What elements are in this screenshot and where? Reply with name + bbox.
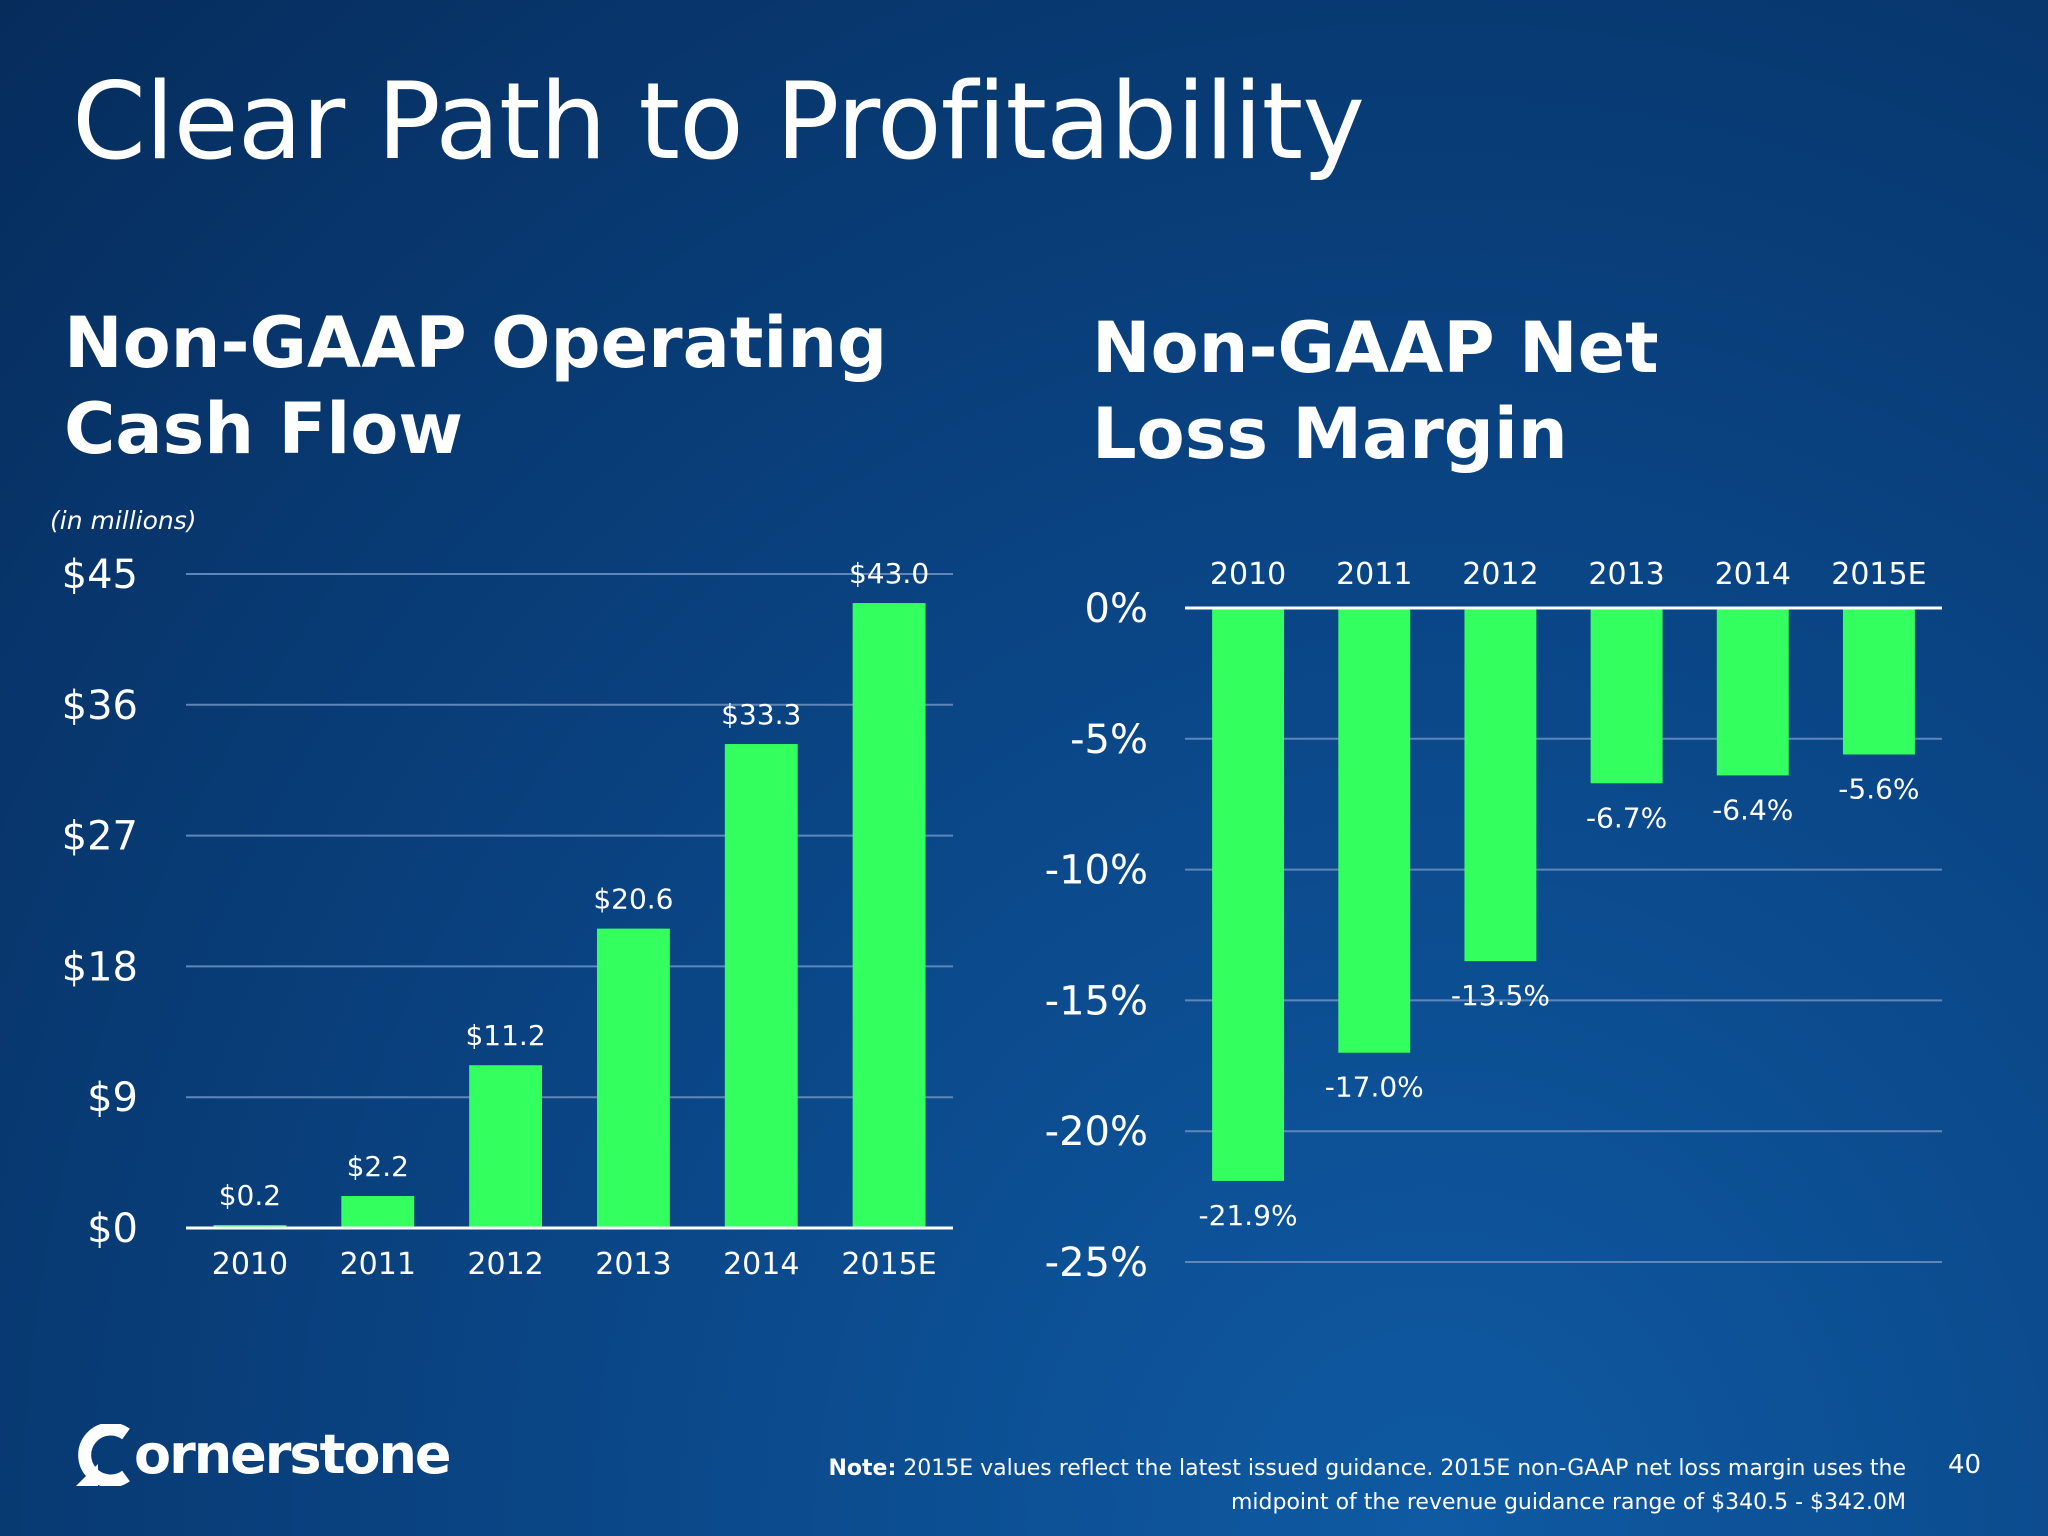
net-loss-margin-bar-chart: 0% -5% -10% -15% -20% -25% -21.9% 2010 -17.0% 201…: [1045, 557, 1942, 1286]
cash-flow-bar: [341, 1196, 415, 1228]
net-loss-chart-title: Non-GAAP Net Loss Margin: [1092, 305, 1659, 477]
net-loss-data-label: -21.9%: [1199, 1199, 1298, 1232]
net-loss-x-tick-label: 2012: [1462, 557, 1538, 592]
net-loss-y-tick-label: -20%: [1045, 1109, 1148, 1155]
cash-flow-y-tick-label: $0: [87, 1206, 138, 1252]
cash-flow-data-label: $11.2: [465, 1019, 545, 1052]
net-loss-bar: [1590, 608, 1663, 784]
cash-flow-data-label: $0.2: [219, 1179, 281, 1212]
net-loss-x-tick-label: 2014: [1715, 557, 1791, 592]
cash-flow-x-tick-label: 2015E: [841, 1247, 936, 1282]
cornerstone-logo-text: ornerstone: [134, 1423, 452, 1486]
cash-flow-title-line-2: Cash Flow: [64, 388, 464, 470]
net-loss-data-label: -6.4%: [1712, 793, 1793, 826]
cash-flow-data-label: $2.2: [347, 1150, 409, 1183]
cash-flow-x-tick-label: 2011: [340, 1247, 416, 1282]
units-note: (in millions): [50, 506, 197, 535]
page-number: 40: [1948, 1450, 1982, 1480]
cash-flow-data-label: $33.3: [721, 698, 801, 731]
cash-flow-y-tick-label: $18: [62, 944, 138, 990]
cash-flow-x-tick-label: 2014: [723, 1247, 799, 1282]
net-loss-y-tick-label: -5%: [1070, 717, 1148, 763]
cash-flow-x-tick-label: 2012: [467, 1247, 543, 1282]
net-loss-bar: [1464, 608, 1537, 962]
cash-flow-data-label: $43.0: [849, 557, 929, 590]
cash-flow-x-tick-label: 2010: [212, 1247, 288, 1282]
net-loss-bar: [1338, 608, 1411, 1053]
footnote-line-2: midpoint of the revenue guidance range o…: [1230, 1490, 1906, 1515]
net-loss-bar: [1212, 608, 1285, 1181]
cash-flow-x-tick-label: 2013: [595, 1247, 671, 1282]
net-loss-bar: [1716, 608, 1789, 776]
cash-flow-y-tick-label: $27: [62, 814, 138, 860]
cash-flow-bar: [596, 928, 670, 1228]
net-loss-x-tick-label: 2013: [1588, 557, 1664, 592]
footnote: Note: 2015E values reflect the latest is…: [706, 1452, 1907, 1520]
net-loss-x-tick-label: 2010: [1210, 557, 1286, 592]
footnote-label: Note:: [828, 1456, 897, 1481]
cash-flow-bar: [469, 1065, 543, 1228]
cash-flow-y-tick-label: $9: [87, 1075, 138, 1121]
net-loss-x-tick-label: 2015E: [1831, 557, 1926, 592]
cash-flow-y-tick-label: $45: [62, 552, 138, 598]
cash-flow-title-line-1: Non-GAAP Operating: [64, 302, 888, 384]
net-loss-x-tick-label: 2011: [1336, 557, 1412, 592]
net-loss-title-line-1: Non-GAAP Net: [1092, 307, 1659, 389]
net-loss-bar: [1842, 608, 1915, 755]
net-loss-y-tick-label: -25%: [1045, 1240, 1148, 1286]
net-loss-data-label: -5.6%: [1838, 772, 1919, 805]
net-loss-data-label: -17.0%: [1325, 1071, 1424, 1104]
cornerstone-logo: ornerstone: [76, 1420, 452, 1490]
cash-flow-bar: [852, 603, 926, 1228]
net-loss-y-tick-label: 0%: [1085, 586, 1148, 632]
footnote-text-1: 2015E values reflect the latest issued g…: [903, 1456, 1906, 1481]
cash-flow-bar-chart: $0 $9 $18 $27 $36 $45 $0.2 2010 $2.2 2011 $11.2 201…: [62, 552, 953, 1282]
net-loss-y-tick-label: -10%: [1045, 848, 1148, 894]
net-loss-data-label: -13.5%: [1451, 979, 1550, 1012]
cash-flow-y-tick-label: $36: [62, 683, 138, 729]
slide-title: Clear Path to Profitability: [72, 60, 1365, 183]
cornerstone-logo-mark-icon: [76, 1422, 132, 1488]
net-loss-data-label: -6.7%: [1586, 801, 1667, 834]
footnote-line-1: Note: 2015E values reflect the latest is…: [706, 1452, 1907, 1486]
cash-flow-data-label: $20.6: [593, 883, 673, 916]
net-loss-y-tick-label: -15%: [1045, 978, 1148, 1024]
net-loss-title-line-2: Loss Margin: [1092, 393, 1568, 475]
cash-flow-chart-title: Non-GAAP Operating Cash Flow: [64, 300, 887, 472]
cash-flow-bar: [724, 744, 798, 1228]
